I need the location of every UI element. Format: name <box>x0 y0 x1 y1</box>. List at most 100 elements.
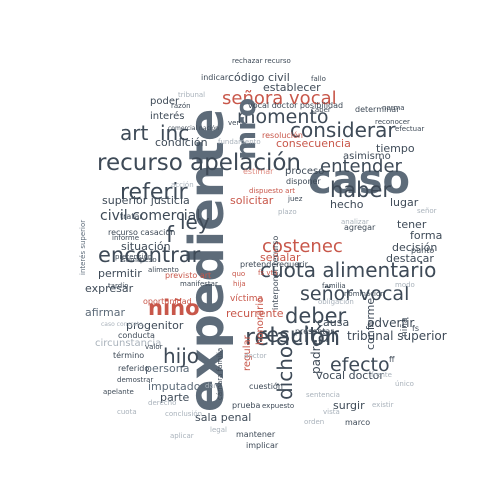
word: advertir <box>367 316 415 330</box>
word: condición <box>155 136 208 149</box>
word: dispuesto art <box>249 187 296 195</box>
word: cuestión <box>249 382 283 391</box>
word: relación <box>245 323 341 351</box>
word: modo <box>395 281 415 289</box>
word: sala penal <box>195 411 252 424</box>
word: implicar <box>246 441 279 450</box>
word: caso <box>308 157 410 203</box>
word: presentar <box>295 327 334 336</box>
word: efectuar <box>395 125 425 133</box>
word: legal <box>210 426 227 434</box>
word: apelación <box>190 150 302 176</box>
word: honorario <box>255 296 266 345</box>
word: existir <box>372 401 394 409</box>
word: momento <box>237 106 329 128</box>
word: parte <box>160 391 190 404</box>
word: referido <box>118 364 150 373</box>
word: sentencia <box>306 391 340 399</box>
word: persona <box>145 362 190 375</box>
word: caso concreto <box>101 321 143 328</box>
word: f <box>166 223 174 248</box>
word: cuota <box>117 408 137 416</box>
word: causa <box>317 316 350 329</box>
word: progenitor <box>126 319 184 332</box>
word: apelante <box>103 388 134 396</box>
word: conclusión <box>165 410 203 418</box>
word: hecho <box>330 198 364 211</box>
word: señora vocal <box>222 88 337 109</box>
word: vista <box>323 408 340 416</box>
word: obligación <box>318 298 354 306</box>
word: consecuencia <box>276 137 351 150</box>
word: padre <box>309 339 323 374</box>
word: requerir <box>276 260 308 269</box>
word: imputado <box>148 380 201 393</box>
word: aplicar <box>170 432 194 440</box>
word: art <box>120 121 149 145</box>
word: niño <box>148 296 200 320</box>
word: forma <box>410 229 443 242</box>
word: reconocer <box>375 118 410 126</box>
word: niña <box>400 317 410 337</box>
word: ley <box>180 210 210 234</box>
word: tribunal <box>178 91 206 99</box>
word: recurso casación <box>108 228 176 237</box>
word: razón <box>171 102 191 110</box>
word: informe <box>112 234 140 242</box>
word: conforme <box>364 297 377 350</box>
word: ver <box>228 119 240 127</box>
word: situación <box>121 240 171 253</box>
word: fs vta <box>258 269 278 277</box>
word: permitir <box>98 267 142 280</box>
word: superior justicia <box>102 194 190 207</box>
word: caber <box>311 106 331 114</box>
word: estimar <box>243 167 274 176</box>
word: conducta <box>118 331 155 340</box>
word: afirmar <box>85 306 125 319</box>
word: víctima <box>230 294 264 304</box>
word: acción <box>171 181 194 189</box>
word: nominación <box>344 290 385 298</box>
word: interés superior <box>79 219 87 275</box>
word: surgir <box>333 399 365 412</box>
word: interponer recurso <box>271 235 280 310</box>
word: señalar <box>260 251 301 264</box>
word: interés <box>150 111 185 122</box>
word: señor vocal <box>300 283 410 305</box>
word: mantener <box>236 430 276 439</box>
word: haber <box>330 178 392 202</box>
word: norma <box>382 104 405 112</box>
word: establecer <box>263 81 321 94</box>
word: efecto <box>330 354 390 376</box>
word: vocal doctor <box>316 369 384 382</box>
word: proceso <box>285 166 325 177</box>
word: decisión <box>392 241 438 254</box>
word: indicar <box>201 73 229 82</box>
word: doctor <box>244 352 267 360</box>
word: manifestar <box>180 280 218 288</box>
word: peso <box>140 256 157 264</box>
word: costenec <box>262 236 343 257</box>
word: tardío <box>108 282 129 290</box>
word: expuesto <box>262 402 295 410</box>
word: ff <box>389 355 395 364</box>
word: marco <box>345 418 371 427</box>
word: término <box>113 351 145 360</box>
word: analizar <box>341 218 369 226</box>
word: recurso <box>97 150 183 176</box>
word: cámara familia <box>216 347 224 400</box>
word: prueba <box>232 401 261 410</box>
word: señor <box>417 207 437 215</box>
word: plazo <box>278 208 297 216</box>
word: expresar <box>85 282 134 295</box>
word: determinar <box>355 105 400 114</box>
word: tribunal superior <box>347 329 447 343</box>
word: vocal doctor posibilidad <box>248 101 344 110</box>
word: lugar <box>390 196 419 209</box>
word: fundamento <box>218 138 261 146</box>
word: dicho <box>273 345 297 400</box>
word: oportunidad <box>143 297 192 306</box>
word: destacar <box>386 252 434 265</box>
word: previsto art <box>165 271 212 280</box>
